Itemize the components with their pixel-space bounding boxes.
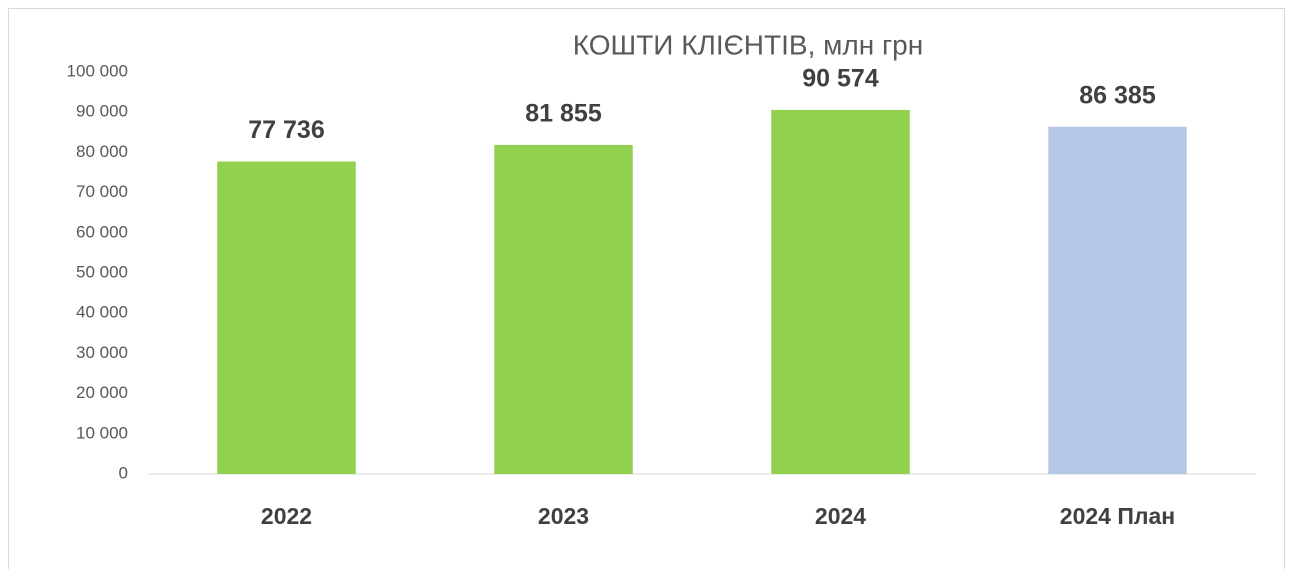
y-tick-label: 40 000 [76,303,128,322]
x-tick-label: 2022 [261,503,312,529]
y-tick-label: 10 000 [76,423,128,442]
y-tick-label: 60 000 [76,222,128,241]
bar [771,109,910,474]
y-tick-label: 80 000 [76,142,128,161]
x-tick-label: 2024 [815,503,866,529]
y-tick-label: 30 000 [76,343,128,362]
data-label: 90 574 [802,65,879,93]
chart-title: КОШТИ КЛІЄНТІВ, млн грн [573,29,923,60]
y-tick-label: 0 [119,463,128,482]
bar [494,144,633,474]
y-tick-label: 100 000 [67,61,128,80]
bar [1048,126,1187,474]
y-tick-label: 90 000 [76,102,128,121]
data-label: 86 385 [1079,81,1156,109]
data-label: 77 736 [248,116,324,144]
data-label: 81 855 [525,100,602,128]
bar [217,161,356,474]
y-tick-label: 50 000 [76,262,128,281]
x-tick-label: 2024 План [1060,503,1175,529]
y-tick-label: 70 000 [76,182,128,201]
y-tick-label: 20 000 [76,383,128,402]
x-tick-label: 2023 [538,503,589,529]
